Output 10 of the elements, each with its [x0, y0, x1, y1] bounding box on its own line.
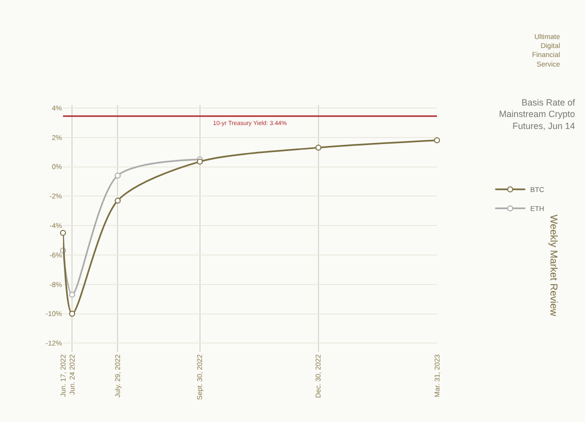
point — [114, 198, 121, 204]
point — [69, 310, 76, 317]
point — [114, 172, 121, 179]
point — [196, 158, 203, 165]
point — [315, 144, 322, 151]
point — [434, 137, 440, 144]
text: Weekly Market Review — [547, 214, 558, 317]
point — [69, 292, 76, 298]
text: Basis Rate of Mainstream Crypto Futures, Jun 14 — [498, 98, 576, 131]
point — [60, 230, 66, 236]
